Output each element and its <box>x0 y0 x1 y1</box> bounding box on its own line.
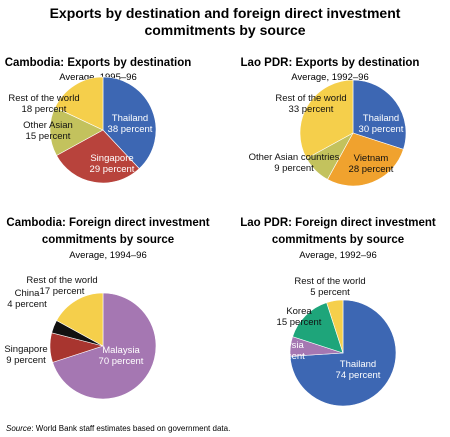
pie-panel-4: Lao PDR: Foreign direct investment commit… <box>240 217 436 407</box>
panel-4-title-line-2: commitments by source <box>272 234 404 246</box>
slice-label-value: 29 percent <box>90 164 135 175</box>
slice-label-name: Singapore <box>4 344 47 355</box>
slice-label-name: Rest of the world <box>275 93 346 104</box>
source-note-text: : World Bank staff estimates based on go… <box>31 424 230 433</box>
slice-label-korea: Korea 15 percent <box>277 306 322 328</box>
slice-label-value: 74 percent <box>336 370 381 381</box>
slice-label-value: 33 percent <box>289 104 334 115</box>
slice-label-thailand: Thailand 38 percent <box>108 113 153 135</box>
slice-label-value: 70 percent <box>99 356 144 367</box>
slice-label-singapore: Singapore 9 percent <box>4 344 47 366</box>
slice-label-name: Thailand <box>112 113 148 124</box>
slice-label-malaysia: Malaysia 70 percent <box>99 345 144 367</box>
slice-label-value: 9 percent <box>6 355 46 366</box>
pie-slice-thailand <box>102 76 157 170</box>
slice-label-value: 15 percent <box>26 131 71 142</box>
pie-slice-rest-of-the-world <box>326 299 344 354</box>
slice-label-value: 38 percent <box>108 124 153 135</box>
slice-label-malaysia: Malaysia 6 percent <box>265 340 305 362</box>
slice-label-other-asian: Other Asian 15 percent <box>23 120 73 142</box>
panel-3-title-line-1: Cambodia: Foreign direct investment <box>6 217 209 229</box>
slice-label-value: 30 percent <box>359 124 404 135</box>
pie-panel-1: Cambodia: Exports by destinationAverage,… <box>5 57 192 184</box>
slice-label-name: Other Asian countries <box>249 152 340 163</box>
pie-panel-2: Lao PDR: Exports by destination Average, … <box>241 57 420 187</box>
slice-label-rest-of-the-world: Rest of the world 18 percent <box>8 93 79 115</box>
slice-label-value: 4 percent <box>7 299 47 310</box>
slice-label-value: 15 percent <box>277 317 322 328</box>
slice-label-name: Thailand <box>363 113 399 124</box>
slice-label-thailand: Thailand 74 percent <box>336 359 381 381</box>
slice-label-singapore: Singapore 29 percent <box>90 153 135 175</box>
slice-label-name: Singapore <box>90 153 133 164</box>
figure-title-line-1: Exports by destination and foreign direc… <box>50 5 401 21</box>
slice-label-name: China <box>15 288 41 299</box>
slice-label-value: 17 percent <box>40 286 85 297</box>
panel-1-title-line-1: Cambodia: Exports by destination <box>5 57 192 69</box>
slice-label-value: 6 percent <box>265 351 305 362</box>
pie-slice-korea <box>292 302 344 354</box>
pie-slice-rest-of-the-world <box>299 79 354 159</box>
slice-label-rest-of-the-world: Rest of the world 33 percent <box>275 93 346 115</box>
slice-label-name: Korea <box>286 306 312 317</box>
slice-label-value: 18 percent <box>22 104 67 115</box>
slice-label-rest-of-the-world: Rest of the world 17 percent <box>26 275 97 297</box>
pie-slice-malaysia <box>52 292 157 400</box>
slice-label-name: Rest of the world <box>26 275 97 286</box>
slice-label-value: 28 percent <box>349 164 394 175</box>
pie-slice-other-asian <box>49 107 104 156</box>
panel-3-subtitle: Average, 1994–96 <box>69 250 146 261</box>
pie-slice-rest-of-the-world <box>56 292 104 347</box>
source-note: Source: World Bank staff estimates based… <box>6 424 230 433</box>
slice-label-vietnam: Vietnam 28 percent <box>349 153 394 175</box>
panel-2-title-line-1: Lao PDR: Exports by destination <box>241 57 420 69</box>
slice-label-china: China 4 percent <box>7 288 47 310</box>
pie-slice-thailand <box>352 79 407 150</box>
slice-label-name: Malaysia <box>102 345 140 356</box>
panel-4-subtitle: Average, 1992–96 <box>299 250 376 261</box>
slice-label-name: Malaysia <box>266 340 304 351</box>
slice-label-other-asian-countries: Other Asian countries 9 percent <box>249 152 340 174</box>
slice-label-rest-of-the-world: Rest of the world 5 percent <box>294 276 365 298</box>
slice-label-name: Vietnam <box>354 153 389 164</box>
panel-4-title-line-1: Lao PDR: Foreign direct investment <box>240 217 436 229</box>
pie-panels: Cambodia: Exports by destination Average,… <box>4 57 436 407</box>
pie-slice-singapore <box>56 129 140 184</box>
slice-label-name: Other Asian <box>23 120 73 131</box>
panel-2-subtitle: Average, 1992–96 <box>291 72 368 83</box>
slice-label-value: 9 percent <box>274 163 314 174</box>
slice-label-name: Rest of the world <box>8 93 79 104</box>
figure-title-line-2: commitments by source <box>144 22 305 38</box>
slice-label-value: 5 percent <box>310 287 350 298</box>
panel-3-title-line-2: commitments by source <box>42 234 174 246</box>
source-note-prefix: Source <box>6 424 32 433</box>
pie-panel-3: Cambodia: Foreign direct investment commi… <box>4 217 210 400</box>
pie-slice-rest-of-the-world <box>54 76 104 131</box>
slice-label-thailand: Thailand 30 percent <box>359 113 404 135</box>
slice-label-name: Rest of the world <box>294 276 365 287</box>
pie-slice-vietnam <box>327 132 404 187</box>
slice-label-name: Thailand <box>340 359 376 370</box>
